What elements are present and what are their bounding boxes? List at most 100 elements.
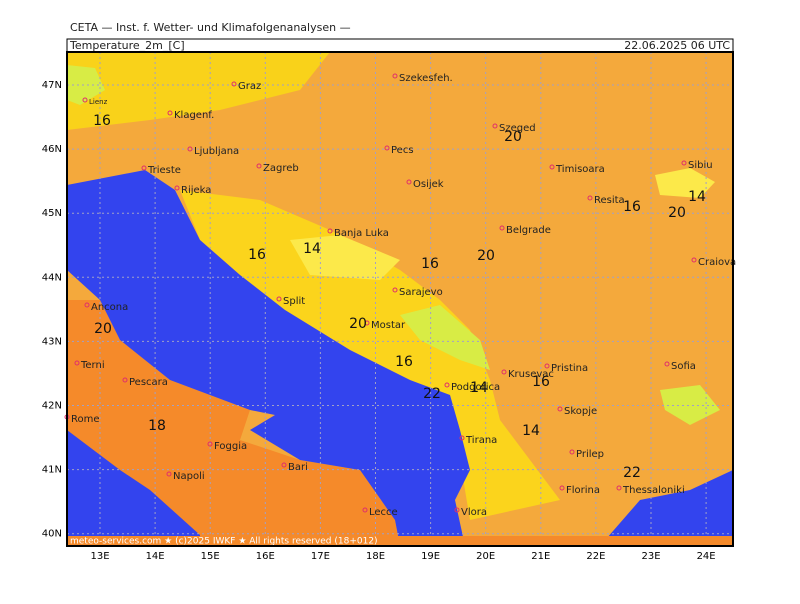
city-dot	[444, 382, 450, 388]
lon-label: 15E	[201, 551, 220, 562]
contour-label: 22	[623, 465, 641, 481]
contour-label: 16	[395, 354, 413, 370]
city-dot	[499, 225, 505, 231]
city-dot	[141, 165, 147, 171]
contour-label: 16	[93, 113, 111, 129]
lon-label: 13E	[90, 551, 109, 562]
frame	[66, 51, 734, 547]
contour-label: 20	[504, 129, 522, 145]
city-label: Pristina	[551, 363, 588, 374]
city-label: Klagenf.	[174, 110, 214, 121]
cool-zone	[655, 168, 715, 198]
city-dot	[174, 185, 180, 191]
city-label: Podgorica	[451, 382, 500, 393]
lat-label: 41N	[42, 465, 62, 476]
city-dot	[84, 302, 90, 308]
city-label: Foggia	[214, 441, 247, 452]
city-label: Zagreb	[263, 163, 299, 174]
lat-label: 43N	[42, 336, 62, 347]
city-label: Lecce	[369, 507, 398, 518]
city-label: Sibiu	[688, 160, 713, 171]
warm-zone	[180, 190, 560, 520]
city-dot	[616, 485, 622, 491]
lon-label: 21E	[531, 551, 550, 562]
city-label: Osijek	[413, 179, 444, 190]
city-dot	[549, 164, 555, 170]
city-label: Skopje	[564, 406, 597, 417]
city-dot	[406, 179, 412, 185]
cities: Lienz Graz Szekesfeh. Klagenf. Ljubljana Zagr…	[64, 73, 736, 518]
contour-label: 20	[94, 321, 112, 337]
city-label: Tirana	[465, 435, 497, 446]
city-dot	[166, 471, 172, 477]
lon-label: 16E	[256, 551, 275, 562]
lon-label: 17E	[311, 551, 330, 562]
hot-zone	[67, 300, 400, 546]
city-dot	[681, 160, 687, 166]
city-label: Krusevac	[508, 369, 554, 380]
city-label: Rome	[71, 414, 100, 425]
city-dot	[392, 287, 398, 293]
city-label: Ljubljana	[194, 146, 239, 157]
cool-zone	[400, 305, 490, 370]
contour-label: 20	[668, 205, 686, 221]
sea	[600, 470, 733, 546]
city-label: Bari	[288, 462, 308, 473]
city-dot	[327, 228, 333, 234]
city-dot	[187, 146, 193, 152]
city-label: Trieste	[147, 165, 181, 176]
city-label: Szekesfeh.	[399, 73, 453, 84]
header-title: CETA — Inst. f. Wetter- und Klimafolgena…	[70, 21, 351, 34]
contour-label: 14	[303, 241, 321, 257]
city-label: Pecs	[391, 145, 414, 156]
axes: 47N 46N 45N 44N 43N 42N 41N 40N 13E 14E 15E 16E 17E 1…	[42, 80, 716, 562]
contour-label: 18	[148, 418, 166, 434]
footer-bar	[67, 536, 733, 546]
contour-label: 16	[623, 199, 641, 215]
contour-label: 14	[522, 423, 540, 439]
cool-zone	[290, 235, 400, 280]
city-dot	[544, 363, 550, 369]
city-dot	[691, 257, 697, 263]
city-label: Vlora	[461, 507, 487, 518]
city-dot	[231, 81, 237, 87]
city-label: Timisoara	[555, 164, 605, 175]
city-label: Mostar	[371, 320, 406, 331]
lon-label: 24E	[697, 551, 716, 562]
city-label: Terni	[80, 360, 105, 371]
city-dot	[167, 110, 173, 116]
lat-label: 46N	[42, 144, 62, 155]
city-label: Rijeka	[181, 185, 211, 196]
city-dot	[281, 462, 287, 468]
city-label: Resita	[594, 195, 625, 206]
city-label: Florina	[566, 485, 600, 496]
city-dot	[492, 123, 498, 129]
cool-zone	[660, 385, 720, 425]
sea	[67, 170, 470, 546]
contour-label: 16	[532, 374, 550, 390]
city-label: Thessaloniki	[622, 485, 685, 496]
contour-label: 20	[477, 248, 495, 264]
city-dot	[392, 73, 398, 79]
city-label: Split	[283, 296, 305, 307]
city-label: Lienz	[89, 98, 108, 106]
contour-label: 22	[423, 386, 441, 402]
contour-label: 20	[349, 316, 367, 332]
lat-label: 40N	[42, 529, 62, 540]
lon-label: 14E	[146, 551, 165, 562]
city-label: Belgrade	[506, 225, 551, 236]
cool-zone	[67, 65, 105, 105]
lon-label: 20E	[476, 551, 495, 562]
contour-label: 16	[248, 247, 266, 263]
city-label: Napoli	[173, 471, 205, 482]
lon-label: 23E	[641, 551, 660, 562]
city-dot	[557, 406, 563, 412]
warm-zone	[67, 52, 330, 130]
lon-label: 18E	[366, 551, 385, 562]
lat-label: 45N	[42, 208, 62, 219]
city-label: Banja Luka	[334, 228, 389, 239]
city-dot	[122, 377, 128, 383]
lat-label: 44N	[42, 272, 62, 283]
contour-label: 14	[688, 189, 706, 205]
